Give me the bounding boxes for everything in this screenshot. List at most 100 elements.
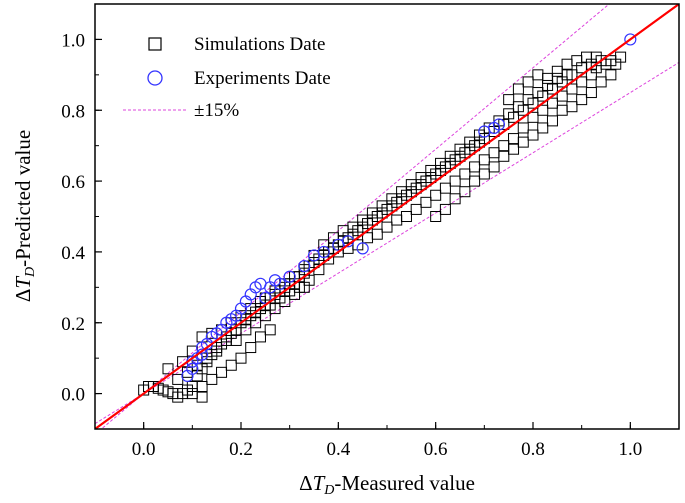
simulation-point bbox=[269, 303, 281, 315]
simulation-point bbox=[376, 200, 388, 212]
simulation-point bbox=[508, 133, 520, 145]
axes: 0.0 0.2 0.4 0.6 0.8 1.0 0.0 0.2 0.4 0.6 0.8 1.0 bbox=[61, 3, 680, 460]
experiment-point bbox=[259, 291, 272, 305]
experiment-point bbox=[186, 362, 199, 375]
simulation-point bbox=[449, 193, 461, 205]
x-axis-var: T bbox=[313, 471, 326, 495]
simulation-point bbox=[551, 65, 563, 77]
experiment-point bbox=[298, 259, 311, 273]
simulation-point bbox=[508, 143, 520, 155]
simulation-point bbox=[439, 182, 451, 194]
x-tick-label: 0.4 bbox=[326, 439, 350, 460]
y-axis-text: -Predicted value bbox=[11, 130, 35, 267]
simulation-point bbox=[546, 97, 558, 109]
simulation-point bbox=[585, 87, 597, 99]
simulation-point bbox=[561, 58, 573, 70]
simulation-point bbox=[464, 136, 476, 148]
legend-circle-marker bbox=[147, 70, 163, 86]
y-tick-label: 0.4 bbox=[61, 243, 85, 264]
simulation-point bbox=[444, 150, 456, 162]
reference-line-2 bbox=[95, 62, 679, 425]
simulation-point bbox=[254, 331, 266, 343]
simulation-point bbox=[566, 101, 578, 113]
simulation-point bbox=[259, 310, 271, 322]
x-axis-text: -Measured value bbox=[334, 471, 475, 495]
y-tick-label: 0.2 bbox=[61, 314, 85, 335]
simulation-point bbox=[522, 76, 534, 88]
simulation-point bbox=[366, 207, 378, 219]
simulation-point bbox=[371, 228, 383, 240]
y-axis-delta: Δ bbox=[11, 289, 35, 303]
simulation-point bbox=[410, 203, 422, 215]
y-axis-var: T bbox=[11, 276, 35, 289]
simulation-point bbox=[546, 115, 558, 127]
simulation-point bbox=[556, 104, 568, 116]
simulation-point bbox=[537, 104, 549, 116]
simulation-point bbox=[405, 179, 417, 191]
simulation-point bbox=[532, 69, 544, 81]
simulation-point bbox=[279, 296, 291, 307]
simulation-point bbox=[172, 373, 184, 385]
simulation-point bbox=[503, 108, 515, 120]
simulation-point bbox=[230, 334, 242, 346]
simulation-point bbox=[576, 76, 588, 88]
legend-label-2: ±15% bbox=[194, 100, 239, 121]
x-tick-label: 0.2 bbox=[229, 439, 253, 460]
simulation-point bbox=[576, 94, 588, 106]
simulation-point bbox=[298, 281, 310, 293]
simulation-point bbox=[517, 136, 529, 148]
simulation-point bbox=[542, 72, 554, 84]
experiment-point bbox=[273, 277, 287, 290]
simulation-point bbox=[498, 140, 510, 152]
simulation-point bbox=[503, 94, 515, 106]
simulation-point bbox=[396, 186, 408, 198]
simulation-point bbox=[240, 324, 252, 336]
simulation-point bbox=[512, 101, 524, 113]
experiment-point bbox=[624, 33, 637, 46]
simulation-point bbox=[289, 288, 301, 300]
simulation-point bbox=[381, 221, 393, 233]
simulation-point bbox=[459, 168, 471, 180]
simulation-point bbox=[610, 58, 622, 70]
simulation-point bbox=[391, 214, 403, 226]
simulation-point bbox=[264, 324, 276, 336]
simulation-point bbox=[469, 175, 481, 187]
y-tick-label: 0.6 bbox=[61, 172, 85, 193]
simulation-point bbox=[478, 168, 490, 180]
simulation-point bbox=[542, 79, 554, 91]
simulation-point bbox=[206, 373, 218, 385]
simulation-point bbox=[162, 363, 174, 375]
y-tick-label: 0.0 bbox=[61, 385, 85, 406]
experiment-point bbox=[317, 245, 330, 259]
simulation-point bbox=[605, 69, 617, 81]
simulation-point bbox=[522, 94, 534, 106]
fit-line bbox=[95, 4, 679, 429]
experiment-point bbox=[492, 118, 506, 131]
simulation-point bbox=[430, 189, 442, 201]
simulation-point bbox=[488, 161, 500, 173]
x-tick-label: 0.8 bbox=[521, 439, 545, 460]
simulation-point bbox=[517, 122, 529, 134]
simulation-point bbox=[498, 150, 510, 162]
simulation-point bbox=[216, 366, 228, 378]
x-tick-label: 1.0 bbox=[618, 439, 642, 460]
simulation-point bbox=[430, 211, 442, 222]
x-axis-delta: Δ bbox=[299, 471, 313, 495]
simulation-point bbox=[527, 111, 539, 123]
simulation-point bbox=[347, 221, 359, 233]
y-tick-label: 0.8 bbox=[61, 101, 85, 122]
simulation-point bbox=[225, 359, 237, 371]
simulation-point bbox=[420, 196, 432, 208]
simulation-point bbox=[590, 51, 602, 63]
x-axis-sub: D bbox=[323, 483, 334, 498]
simulation-point bbox=[196, 381, 208, 392]
simulation-point bbox=[386, 193, 398, 205]
simulation-point bbox=[566, 83, 578, 95]
simulation-point bbox=[425, 164, 437, 176]
y-axis-title: ΔTD-Predicted value bbox=[11, 130, 38, 302]
y-axis-sub: D bbox=[23, 267, 38, 278]
simulation-point bbox=[537, 122, 549, 134]
simulation-point bbox=[235, 352, 247, 364]
simulation-point bbox=[459, 186, 471, 198]
